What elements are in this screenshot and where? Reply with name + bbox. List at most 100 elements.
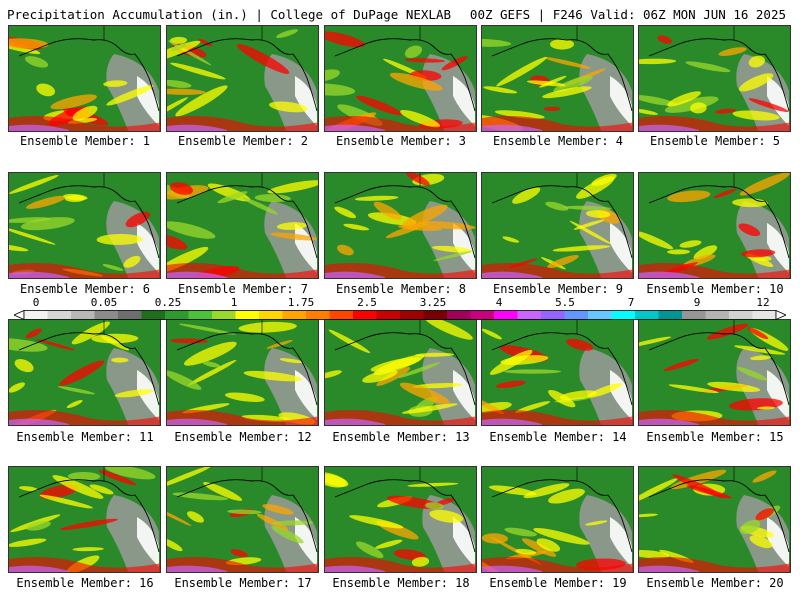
precip-band — [270, 232, 317, 241]
precip-band — [64, 195, 86, 203]
precip-band — [482, 328, 502, 340]
ensemble-map-panel — [324, 466, 477, 573]
precip-map — [167, 320, 318, 425]
precip-map — [639, 467, 790, 572]
precip-band — [167, 271, 227, 278]
precip-band — [666, 91, 702, 107]
colorbar-tick-label: 7 — [627, 296, 635, 309]
coastline — [48, 38, 160, 112]
colorbar-segment — [259, 310, 283, 320]
precip-band — [482, 565, 542, 572]
precip-band — [738, 223, 761, 237]
precip-band — [412, 382, 463, 389]
dry-region — [767, 517, 789, 567]
precip-band — [172, 492, 229, 501]
precip-band — [343, 223, 370, 231]
precip-band — [738, 73, 774, 92]
precip-band — [750, 355, 772, 361]
colorbar-segment — [541, 310, 565, 320]
precip-band — [376, 367, 411, 386]
precip-map — [482, 320, 633, 425]
precip-band — [483, 86, 518, 94]
precip-band — [9, 565, 69, 572]
precip-band — [325, 83, 356, 96]
ensemble-member-label: Ensemble Member: 19 — [489, 576, 627, 590]
precip-band — [563, 205, 612, 211]
coastline — [18, 484, 50, 498]
precip-band — [35, 339, 76, 351]
dry-region — [137, 223, 159, 273]
ensemble-map-panel — [324, 319, 477, 426]
coastline — [521, 185, 633, 259]
precip-band — [167, 233, 188, 250]
colorbar-tick-label: 3.25 — [419, 296, 447, 309]
precip-band — [19, 486, 38, 492]
ensemble-member-label: Ensemble Member: 2 — [177, 134, 309, 148]
precip-band — [100, 335, 130, 351]
precip-band — [585, 520, 608, 526]
coastline — [491, 43, 523, 57]
precip-band — [547, 255, 579, 269]
precip-band — [325, 271, 385, 278]
ensemble-map-panel — [8, 172, 161, 279]
precip-band — [50, 94, 97, 110]
precip-band — [639, 336, 672, 348]
dry-region — [264, 201, 317, 278]
coastline — [176, 337, 208, 351]
precip-band — [9, 227, 56, 245]
ensemble-member-label: Ensemble Member: 15 — [646, 430, 784, 444]
precip-band — [9, 175, 59, 194]
precip-band — [20, 217, 75, 231]
dry-region — [579, 495, 632, 572]
ensemble-map-panel — [166, 319, 319, 426]
precip-band — [539, 75, 567, 88]
precip-band — [404, 45, 423, 58]
colorbar-segment — [376, 310, 401, 320]
precip-band — [737, 367, 768, 381]
ensemble-member-label: Ensemble Member: 9 — [492, 282, 624, 296]
coastline — [176, 484, 208, 498]
ensemble-map-panel — [8, 319, 161, 426]
precip-map — [9, 467, 160, 572]
precip-band — [276, 222, 308, 230]
precip-band — [187, 359, 237, 386]
colorbar-tick-label: 9 — [693, 296, 701, 309]
ensemble-member-label: Ensemble Member: 11 — [16, 430, 154, 444]
colorbar-segment — [329, 310, 354, 320]
ensemble-map-panel — [8, 25, 161, 132]
precip-band — [9, 271, 69, 278]
precip-band — [542, 86, 592, 99]
precip-band — [66, 400, 83, 409]
precip-band — [550, 38, 575, 50]
coastline — [18, 43, 50, 57]
dry-region — [295, 517, 317, 567]
precip-band — [482, 38, 512, 47]
ensemble-map-panel — [481, 466, 634, 573]
precip-band — [407, 482, 459, 487]
precip-band — [718, 47, 747, 56]
precip-band — [515, 548, 537, 555]
precip-map — [325, 173, 476, 278]
dry-region — [767, 223, 789, 273]
colorbar-segment — [658, 310, 683, 320]
precip-map — [482, 26, 633, 131]
colorbar-tick-label: 0.25 — [154, 296, 182, 309]
coastline — [18, 337, 50, 351]
precip-band — [178, 323, 236, 335]
colorbar-segment — [47, 310, 72, 320]
precip-band — [202, 361, 221, 368]
precip-band — [552, 245, 611, 252]
precip-band — [432, 245, 473, 253]
coastline — [48, 185, 160, 259]
precip-band — [739, 173, 790, 196]
ensemble-member-label: Ensemble Member: 16 — [16, 576, 154, 590]
precip-band — [482, 396, 504, 415]
precip-band — [167, 370, 202, 390]
colorbar-tick-label: 12 — [756, 296, 770, 309]
precip-band — [398, 362, 441, 378]
colorbar-segment — [94, 310, 119, 320]
ensemble-member-label: Ensemble Member: 5 — [649, 134, 781, 148]
coastline — [648, 337, 680, 351]
precip-band — [9, 338, 48, 352]
precip-band — [271, 520, 314, 526]
